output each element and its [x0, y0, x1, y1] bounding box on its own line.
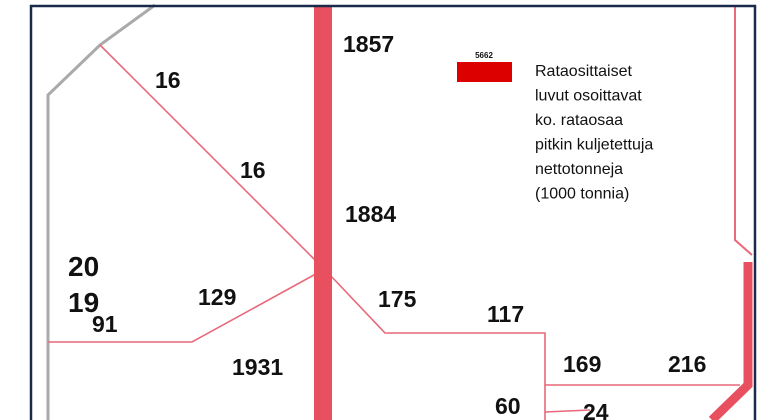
tonnage-label: 91 [92, 311, 118, 337]
route-line [48, 269, 324, 343]
route-line [99, 44, 324, 269]
legend-text: nettotonneja [535, 161, 623, 178]
route-line [734, 5, 753, 256]
tonnage-label: 117 [487, 301, 524, 327]
tonnage-label: 169 [563, 351, 601, 377]
tonnage-label: 1931 [232, 354, 283, 380]
legend-value: 5662 [475, 51, 493, 60]
tonnage-label: 1857 [343, 31, 394, 57]
legend-text: pitkin kuljetettuja [535, 137, 653, 154]
route-line [329, 274, 740, 386]
tonnage-label: 216 [668, 351, 706, 377]
legend-text: (1000 tonnia) [535, 186, 629, 203]
year-label: 19 [68, 287, 99, 318]
routes [46, 3, 753, 420]
legend-text: Rataosittaiset [535, 63, 632, 80]
legend-text: luvut osoittavat [535, 88, 642, 105]
tonnage-label: 60 [495, 393, 521, 419]
border-line [46, 3, 156, 420]
tonnage-label: 1884 [345, 201, 396, 227]
frame [29, 4, 757, 420]
legend-text: ko. rataosaa [535, 112, 623, 129]
tonnage-label: 16 [240, 157, 266, 183]
route-line [544, 409, 591, 413]
tonnage-label: 129 [198, 284, 236, 310]
legend-swatch [457, 62, 512, 82]
tonnage-label: 16 [155, 67, 181, 93]
main-route [708, 262, 753, 420]
tonnage-label: 24 [583, 399, 609, 420]
labels: 1857 16 16 1884 91 129 175 117 1931 169 216 60 24 20 1… [68, 31, 706, 420]
tonnage-label: 175 [378, 286, 417, 312]
year-label: 20 [68, 251, 99, 282]
